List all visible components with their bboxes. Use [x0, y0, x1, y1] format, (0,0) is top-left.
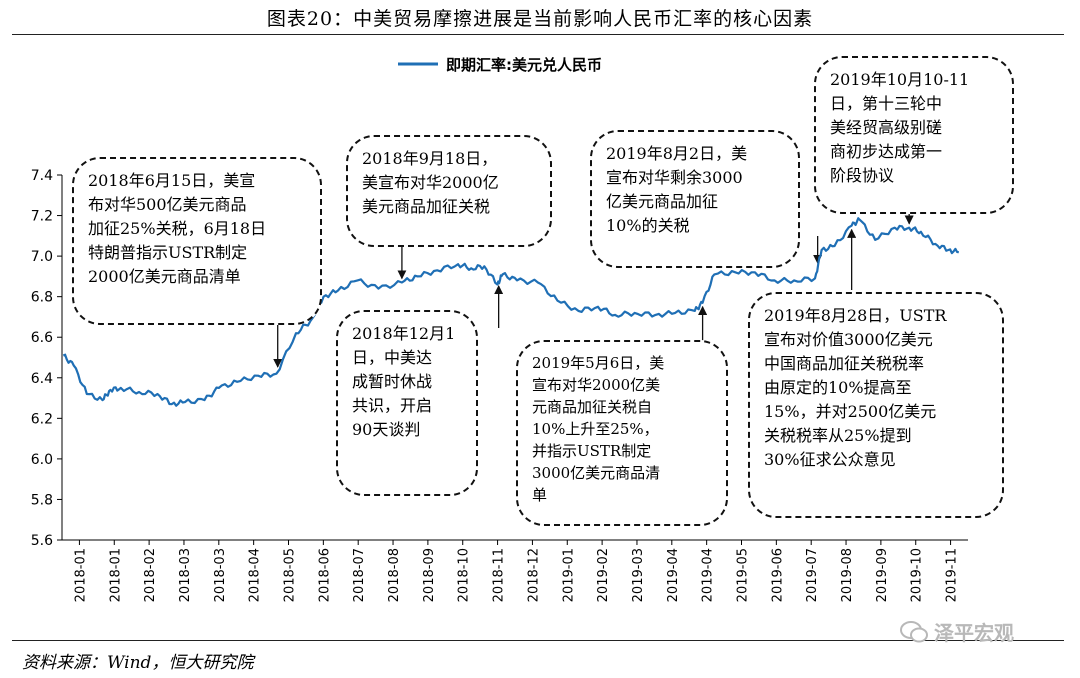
y-tick-label: 6.6 [31, 330, 53, 346]
source-note: 资料来源：Wind，恒大研究院 [22, 653, 254, 673]
wechat-icon [900, 620, 928, 642]
x-tick-label: 2018-06 [317, 548, 332, 602]
annotation-2019-08-02: 2019年8月2日，美 宣布对华剩余3000 亿美元商品加征 10%的关税 [590, 130, 800, 268]
chart-title: 图表20：中美贸易摩擦进展是当前影响人民币汇率的核心因素 [266, 8, 814, 30]
x-tick-label: 2019-07 [805, 548, 820, 602]
watermark-text: 泽平宏观 [934, 621, 1014, 645]
x-tick-label: 2019-04 [701, 548, 716, 602]
y-tick-label: 6.4 [31, 371, 53, 387]
x-tick-label: 2018-11 [492, 548, 507, 602]
x-tick-label: 2018-03 [213, 548, 228, 602]
legend: 即期汇率:美元兑人民币 [398, 56, 602, 74]
x-tick-label: 2019-01 [561, 548, 576, 602]
x-tick-label: 2018-02 [143, 548, 158, 602]
x-tick-label: 2018-10 [457, 548, 472, 602]
watermark: 泽平宏观 [900, 617, 1014, 646]
x-tick-label: 2019-03 [631, 548, 646, 602]
x-tick-label: 2019-04 [666, 548, 681, 602]
annotation-2018-09-18: 2018年9月18日， 美宣布对华2000亿 美元商品加征关税 [346, 135, 552, 247]
annotation-2018-12-01: 2018年12月1 日，中美达 成暂时休战 共识，开启 90天谈判 [336, 310, 478, 496]
annotation-2018-06-15: 2018年6月15日，美宣 布对华500亿美元商品 加征25%关税，6月18日 … [72, 157, 322, 325]
legend-label: 即期汇率:美元兑人民币 [446, 56, 602, 74]
annotation-2019-05-06: 2019年5月6日，美 宣布对华2000亿美 元商品加征关税自 10%上升至25… [516, 340, 728, 526]
x-tick-label: 2018-01 [73, 548, 88, 602]
y-tick-label: 6.2 [31, 411, 53, 427]
x-tick-label: 2019-02 [596, 548, 611, 602]
y-tick-label: 5.6 [31, 533, 53, 549]
x-tick-label: 2019-11 [945, 548, 960, 602]
top-rule [12, 34, 1064, 35]
annotation-arrows [273, 214, 914, 368]
x-tick-label: 2018-04 [248, 548, 263, 602]
x-tick-label: 2019-08 [840, 548, 855, 602]
x-tick-label: 2018-07 [352, 548, 367, 602]
chart-axes: 7.4 7.2 7.0 6.8 6.6 6.4 6.2 6.0 5.8 5.6 2018-01 201… [31, 168, 968, 602]
annotation-2019-10-10: 2019年10月10-11 日，第十三轮中 美经贸高级别磋 商初步达成第一 阶段… [814, 56, 1014, 214]
x-tick-label: 2019-06 [770, 548, 785, 602]
y-tick-label: 5.8 [31, 492, 53, 508]
y-tick-label: 6.8 [31, 290, 53, 306]
x-tick-label: 2018-05 [283, 548, 298, 602]
x-tick-label: 2018-01 [108, 548, 123, 602]
y-tick-label: 7.4 [31, 168, 53, 184]
y-tick-label: 7.0 [31, 249, 53, 265]
line-chart: 7.4 7.2 7.0 6.8 6.6 6.4 6.2 6.0 5.8 5.6 2018-01 201… [31, 56, 968, 602]
x-tick-label: 2019-05 [736, 548, 751, 602]
y-tick-label: 7.2 [31, 209, 53, 225]
x-tick-label: 2019-10 [910, 548, 925, 602]
y-tick-label: 6.0 [31, 452, 53, 468]
annotation-2019-08-28: 2019年8月28日，USTR 宣布对价值3000亿美元 中国商品加征关税税率 … [748, 292, 1004, 518]
x-tick-label: 2018-03 [178, 548, 193, 602]
x-tick-label: 2018-12 [526, 548, 541, 602]
x-tick-label: 2019-09 [875, 548, 890, 602]
x-tick-label: 2018-08 [387, 548, 402, 602]
series-line [62, 217, 959, 407]
bottom-rule [12, 640, 1064, 641]
x-tick-label: 2018-09 [422, 548, 437, 602]
